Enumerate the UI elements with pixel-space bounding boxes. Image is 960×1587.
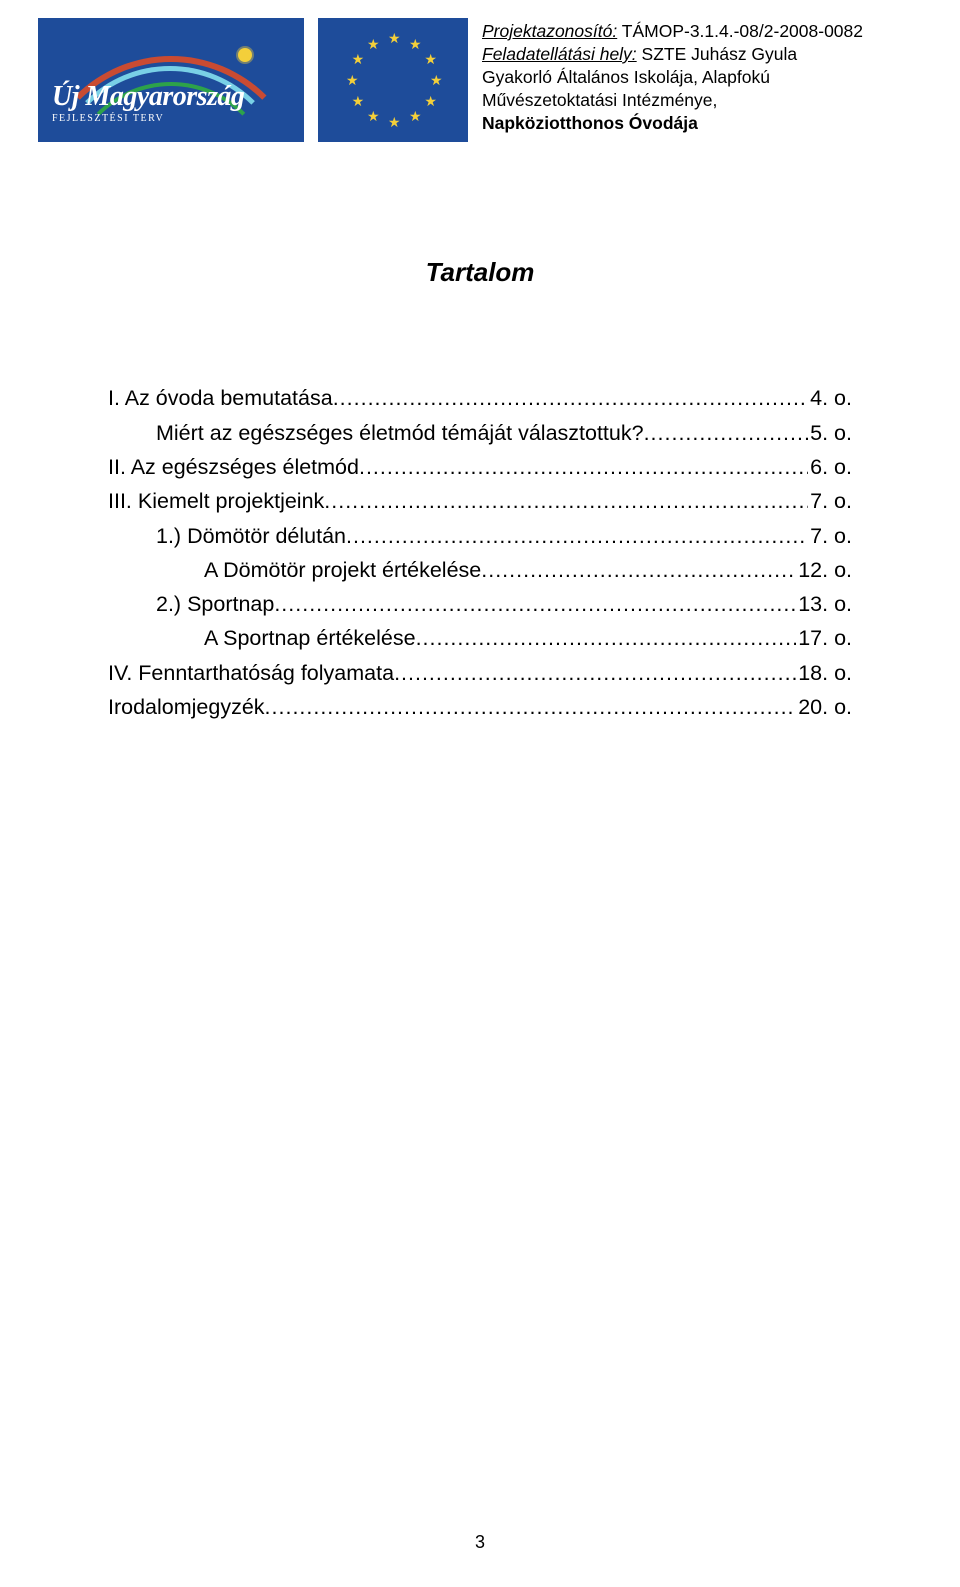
eu-star-icon: ★ (352, 54, 362, 64)
toc-leader-dots (481, 554, 796, 587)
header-line-2: Feladatellátási hely: SZTE Juhász Gyula (482, 43, 922, 66)
logo-uj-main: Új Magyarország (52, 84, 244, 111)
eu-star-icon: ★ (424, 96, 434, 106)
toc-item-label: 1.) Dömötör délután (156, 520, 346, 553)
toc-line: A Dömötör projekt értékelése 12. o. (108, 554, 852, 587)
content-area: Tartalom I. Az óvoda bemutatása 4. o. Miér… (38, 142, 922, 724)
toc-line: I. Az óvoda bemutatása 4. o. (108, 382, 852, 415)
eu-star-ring: ★ ★ ★ ★ ★ ★ ★ ★ ★ ★ ★ ★ (343, 30, 443, 130)
header-line-3: Gyakorló Általános Iskolája, Alapfokú (482, 66, 922, 89)
toc-line: A Sportnap értékelése 17. o. (108, 622, 852, 655)
toc-leader-dots (265, 691, 797, 724)
header-line-4: Művészetoktatási Intézménye, (482, 89, 922, 112)
logo-uj-magyarorszag: Új Magyarország FEJLESZTÉSI TERV (38, 18, 304, 142)
header-text-block: Projektazonosító: TÁMOP-3.1.4.-08/2-2008… (482, 18, 922, 135)
toc-item-page: 5. o. (808, 417, 852, 450)
toc-item-page: 6. o. (808, 451, 852, 484)
toc-item-label: II. Az egészséges életmód (108, 451, 359, 484)
toc-item-label: 2.) Sportnap (156, 588, 274, 621)
toc-item-page: 18. o. (796, 657, 852, 690)
toc-leader-dots (324, 485, 808, 518)
page-number: 3 (0, 1532, 960, 1553)
eu-star-icon: ★ (388, 33, 398, 43)
toc-leader-dots (416, 622, 797, 655)
toc-leader-dots (394, 657, 796, 690)
toc-line: Miért az egészséges életmód témáját vála… (108, 417, 852, 450)
toc-item-page: 20. o. (796, 691, 852, 724)
toc-leader-dots (274, 588, 796, 621)
sun-icon (238, 48, 252, 62)
eu-star-icon: ★ (430, 75, 440, 85)
project-id-value: TÁMOP-3.1.4.-08/2-2008-0082 (617, 21, 863, 41)
toc-title: Tartalom (108, 252, 852, 292)
eu-star-icon: ★ (367, 111, 377, 121)
toc-line: 2.) Sportnap 13. o. (108, 588, 852, 621)
toc-item-label: Miért az egészséges életmód témáját vála… (156, 417, 644, 450)
toc-leader-dots (644, 417, 809, 450)
toc-line: IV. Fenntarthatóság folyamata 18. o. (108, 657, 852, 690)
location-value-1: SZTE Juhász Gyula (637, 44, 797, 64)
toc-item-page: 7. o. (808, 485, 852, 518)
location-label: Feladatellátási hely: (482, 44, 637, 64)
page: Új Magyarország FEJLESZTÉSI TERV ★★★★★★★… (0, 0, 960, 1587)
eu-star-icon: ★ (346, 75, 356, 85)
toc-line: II. Az egészséges életmód 6. o. (108, 451, 852, 484)
toc-item-label: III. Kiemelt projektjeink (108, 485, 324, 518)
eu-star-icon: ★ (424, 54, 434, 64)
toc-item-page: 12. o. (796, 554, 852, 587)
eu-star-icon: ★ (409, 111, 419, 121)
toc-item-page: 4. o. (808, 382, 852, 415)
toc-item-label: I. Az óvoda bemutatása (108, 382, 333, 415)
toc-line: III. Kiemelt projektjeink 7. o. (108, 485, 852, 518)
toc-leader-dots (333, 382, 808, 415)
eu-star-icon: ★ (388, 117, 398, 127)
toc-line: 1.) Dömötör délután 7. o. (108, 520, 852, 553)
toc-item-page: 17. o. (796, 622, 852, 655)
toc-leader-dots (346, 520, 808, 553)
eu-star-icon: ★ (409, 39, 419, 49)
header-line-5: Napköziotthonos Óvodája (482, 112, 922, 135)
header-line-1: Projektazonosító: TÁMOP-3.1.4.-08/2-2008… (482, 20, 922, 43)
eu-star-icon: ★ (367, 39, 377, 49)
toc-body: I. Az óvoda bemutatása 4. o. Miért az egés… (108, 382, 852, 724)
toc-leader-dots (359, 451, 808, 484)
logo-uj-sub: FEJLESZTÉSI TERV (52, 113, 244, 124)
toc-item-label: IV. Fenntarthatóság folyamata (108, 657, 394, 690)
toc-line: Irodalomjegyzék 20. o. (108, 691, 852, 724)
eu-star-icon: ★ (352, 96, 362, 106)
toc-item-label: A Dömötör projekt értékelése (204, 554, 481, 587)
toc-item-label: A Sportnap értékelése (204, 622, 416, 655)
toc-item-page: 13. o. (796, 588, 852, 621)
project-id-label: Projektazonosító: (482, 21, 617, 41)
toc-item-label: Irodalomjegyzék (108, 691, 265, 724)
header-row: Új Magyarország FEJLESZTÉSI TERV ★★★★★★★… (38, 18, 922, 142)
toc-item-page: 7. o. (808, 520, 852, 553)
logo-eu-flag: ★ ★ ★ ★ ★ ★ ★ ★ ★ ★ ★ ★ (318, 18, 468, 142)
logo-uj-text: Új Magyarország FEJLESZTÉSI TERV (52, 84, 244, 124)
